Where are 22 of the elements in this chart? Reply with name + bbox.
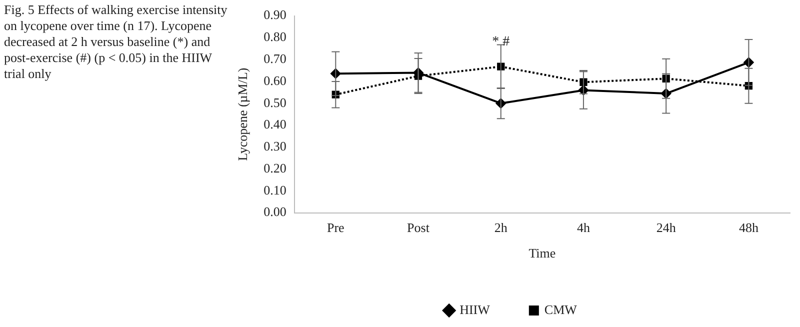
x-tick-label: 24h bbox=[656, 220, 676, 236]
legend-label: HIIW bbox=[460, 302, 491, 317]
legend-label: CMW bbox=[544, 302, 578, 317]
y-tick-label: 0.60 bbox=[264, 72, 286, 88]
y-tick-label: 0.00 bbox=[264, 204, 286, 220]
x-tick-label: Pre bbox=[326, 220, 345, 236]
x-axis-title: Time bbox=[528, 246, 556, 261]
text: Fig. 5 Effects of walking exercise intensity on lycopene over time (n 17). Lycopene decreased at 2 h versus baseline (*) and post-exercise (#) (p < 0.05) in the HIIW trial only bbox=[4, 2, 228, 82]
y-axis-title: Lycopene (µM/L) bbox=[235, 68, 250, 161]
x-tick-label: Post bbox=[407, 220, 430, 236]
y-tick-label: 0.80 bbox=[264, 29, 286, 44]
y-tick-label: 0.50 bbox=[264, 94, 286, 110]
y-tick-label: 0.70 bbox=[264, 51, 286, 66]
x-tick-label: 4h bbox=[576, 220, 590, 236]
x-tick-label: 2h bbox=[494, 220, 508, 236]
y-tick-label: 0.90 bbox=[264, 7, 286, 22]
y-tick-label: 0.30 bbox=[264, 138, 286, 154]
y-tick-label: 0.10 bbox=[264, 182, 286, 198]
annotation: * # bbox=[492, 34, 510, 50]
y-tick-label: 0.20 bbox=[264, 160, 286, 176]
x-tick-label: 48h bbox=[738, 220, 759, 236]
y-tick-label: 0.40 bbox=[264, 116, 286, 132]
